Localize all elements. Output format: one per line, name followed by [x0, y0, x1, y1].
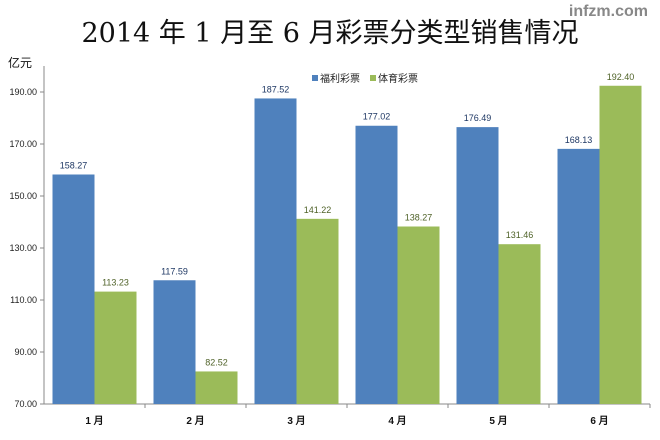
- watermark: infzm.com: [569, 3, 648, 20]
- y-tick-label: 170.00: [9, 139, 37, 149]
- data-label: 176.49: [464, 113, 492, 123]
- x-tick-label: 5 月: [489, 415, 507, 427]
- bar: [599, 85, 642, 404]
- data-label: 117.59: [161, 266, 188, 276]
- y-tick-label: 110.00: [10, 295, 37, 305]
- legend: 福利彩票 体育彩票: [312, 72, 418, 85]
- data-label: 141.22: [304, 205, 332, 215]
- data-label: 187.52: [262, 84, 290, 94]
- y-tick-label: 130.00: [9, 243, 37, 253]
- data-label: 158.27: [60, 160, 88, 170]
- bar: [153, 280, 196, 404]
- data-label: 82.52: [205, 357, 228, 367]
- bar: [397, 226, 440, 404]
- data-label: 138.27: [405, 212, 433, 222]
- x-tick-label: 2 月: [186, 415, 204, 427]
- data-label: 192.40: [607, 72, 635, 82]
- bar: [498, 244, 541, 404]
- bar: [557, 148, 600, 404]
- legend-swatch: [312, 75, 318, 81]
- y-tick-label: 190.00: [9, 87, 37, 97]
- x-tick-label: 6 月: [590, 415, 608, 427]
- data-label: 168.13: [565, 135, 593, 145]
- bar: [94, 291, 137, 404]
- x-tick-label: 1 月: [85, 415, 103, 427]
- y-tick-label: 90.00: [14, 347, 37, 357]
- data-label: 131.46: [506, 230, 534, 240]
- bar: [52, 174, 95, 404]
- bar: [296, 218, 339, 404]
- bar: [456, 127, 499, 404]
- data-label: 177.02: [363, 112, 391, 122]
- x-tick-label: 4 月: [388, 415, 406, 427]
- bar: [195, 371, 238, 404]
- y-tick-label: 150.00: [9, 191, 37, 201]
- legend-label: 体育彩票: [378, 72, 418, 85]
- bar: [355, 125, 398, 405]
- x-tick-label: 3 月: [287, 415, 305, 427]
- legend-label: 福利彩票: [320, 72, 360, 85]
- chart-title: 2014 年 1 月至 6 月彩票分类型销售情况: [82, 18, 579, 49]
- y-axis-label: 亿元: [8, 55, 32, 70]
- y-tick-label: 70.00: [14, 399, 37, 409]
- legend-swatch: [370, 75, 376, 81]
- bar: [254, 98, 297, 404]
- data-label: 113.23: [102, 278, 129, 288]
